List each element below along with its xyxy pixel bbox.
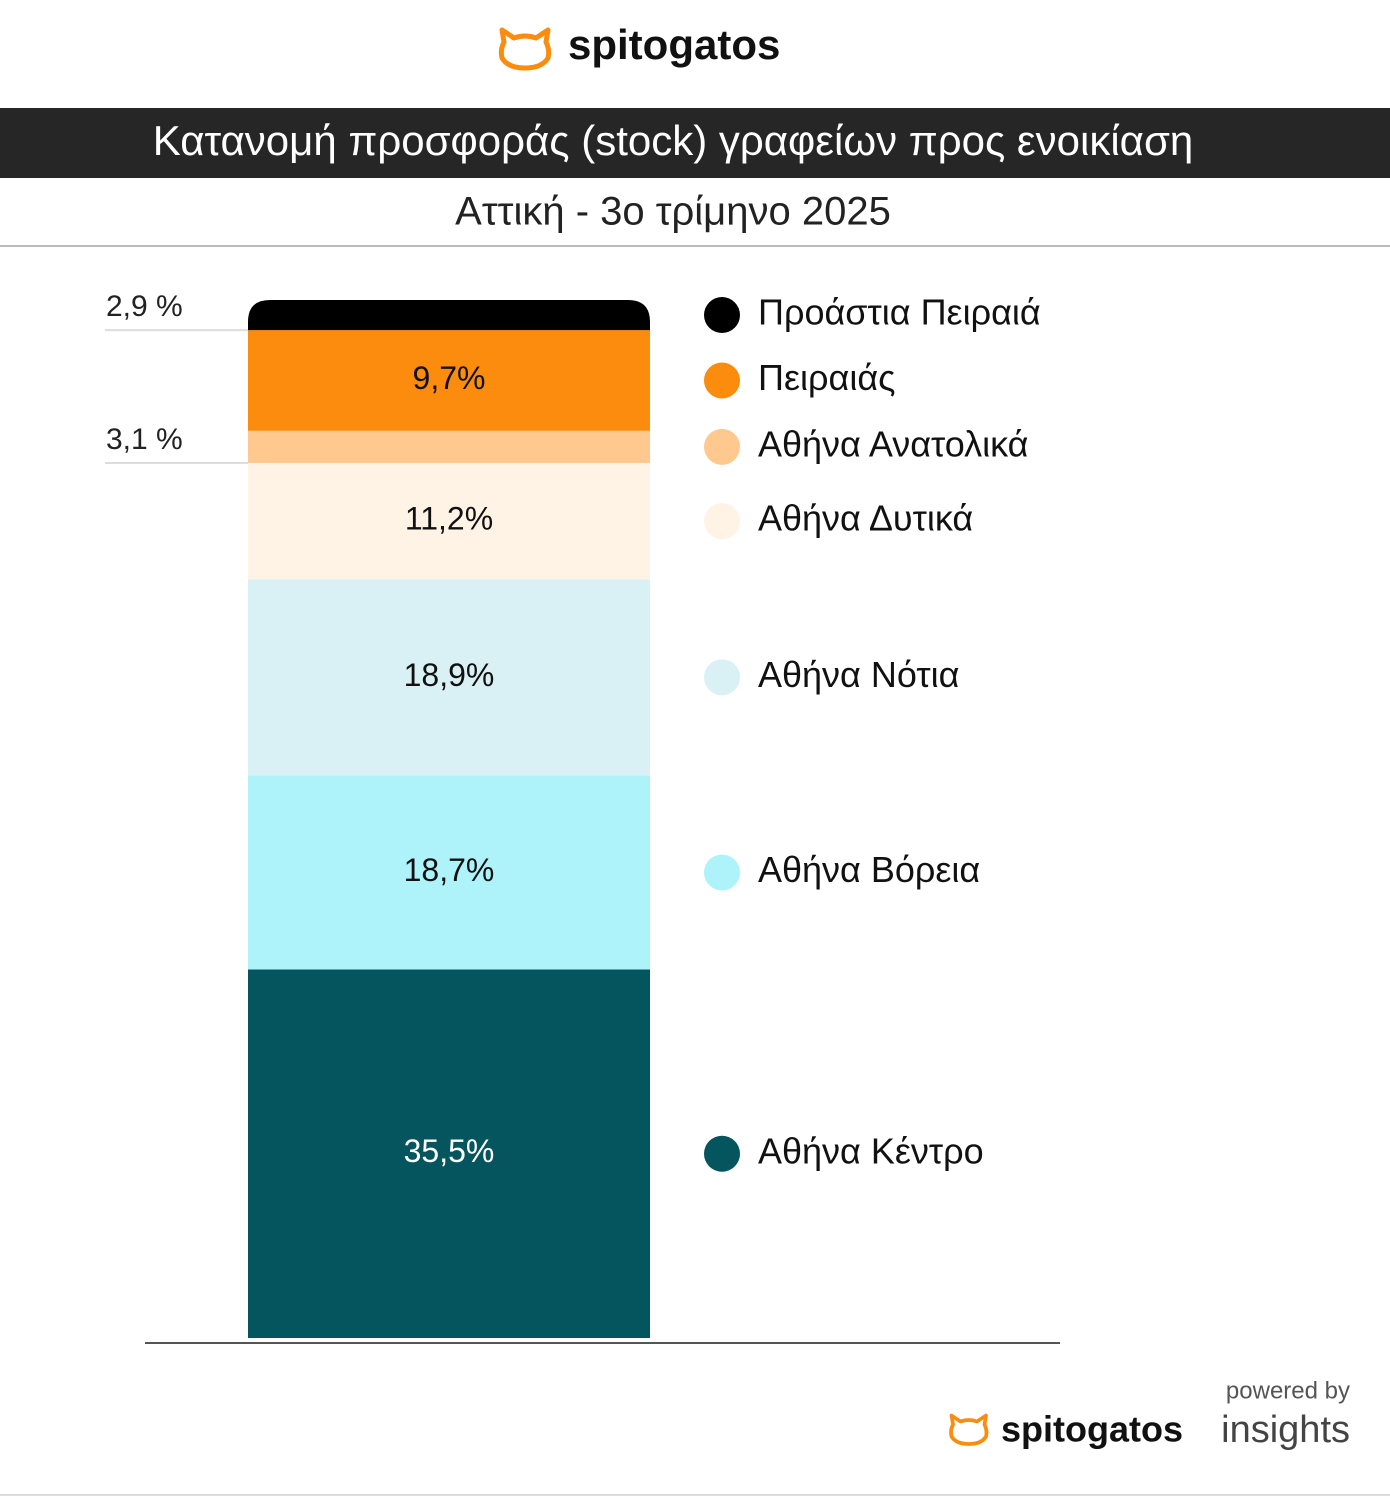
title-bar bbox=[0, 108, 1390, 178]
bar-segment bbox=[248, 300, 650, 331]
footer-product: insights bbox=[1221, 1409, 1350, 1451]
value-label: 9,7% bbox=[413, 360, 486, 396]
logo-icon bbox=[949, 1413, 989, 1446]
bar-segment bbox=[248, 430, 650, 463]
bar-segment bbox=[248, 969, 650, 1338]
bar-segment bbox=[248, 462, 650, 580]
value-label: 18,7% bbox=[404, 852, 495, 888]
logo bbox=[498, 27, 552, 71]
value-label: 18,9% bbox=[404, 657, 495, 693]
bar-segment bbox=[248, 579, 650, 776]
legend-label: Αθήνα Κέντρο bbox=[758, 1130, 984, 1171]
value-label: 2,9 % bbox=[106, 290, 183, 323]
chart-subtitle: Αττική - 3ο τρίμηνο 2025 bbox=[455, 190, 891, 234]
legend-label: Αθήνα Βόρεια bbox=[758, 849, 980, 890]
legend-swatch bbox=[704, 428, 740, 465]
legend-label: Αθήνα Νότια bbox=[758, 654, 959, 695]
legend-swatch bbox=[704, 854, 740, 891]
legend-label: Προάστια Πειραιά bbox=[758, 292, 1041, 333]
legend-swatch bbox=[704, 362, 740, 399]
value-label: 3,1 % bbox=[106, 423, 183, 456]
legend-swatch bbox=[704, 659, 740, 696]
legend-swatch bbox=[704, 503, 740, 540]
value-label: 11,2% bbox=[405, 501, 493, 537]
legend-swatch bbox=[704, 297, 740, 334]
value-label: 35,5% bbox=[404, 1133, 495, 1169]
brand: spitogatos bbox=[568, 21, 780, 68]
chart-title: Κατανομή προσφοράς (stock) γραφείων προς… bbox=[153, 117, 1194, 164]
logo-icon bbox=[498, 27, 552, 71]
powered-by: powered by bbox=[1226, 1377, 1350, 1404]
bar-segment bbox=[248, 330, 650, 431]
footer-brand: spitogatos bbox=[1001, 1409, 1183, 1450]
bar-segment bbox=[248, 775, 650, 970]
footer-logo bbox=[949, 1413, 989, 1446]
legend-swatch bbox=[704, 1135, 740, 1172]
legend-label: Πειραιάς bbox=[758, 357, 896, 398]
legend-label: Αθήνα Ανατολικά bbox=[758, 423, 1028, 464]
legend-label: Αθήνα Δυτικά bbox=[758, 498, 973, 539]
